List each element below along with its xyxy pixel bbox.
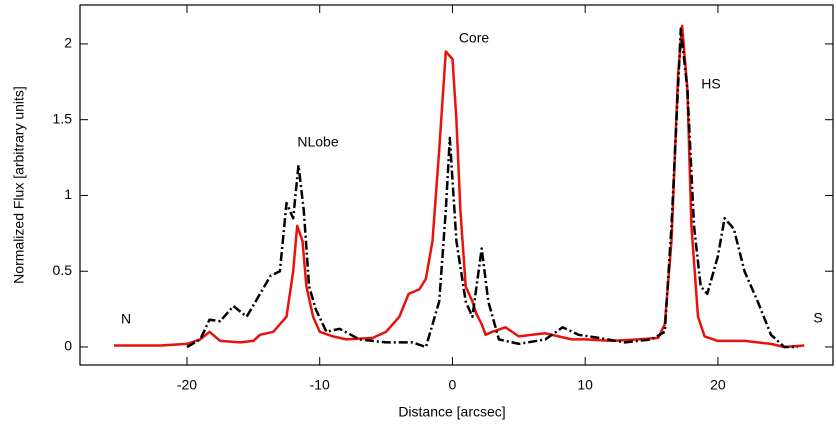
x-tick-label: 20 [710,377,726,393]
annotation: NLobe [297,134,338,150]
y-axis-label: Normalized Flux [arbitrary units] [11,86,27,284]
x-tick-label: 0 [449,377,457,393]
annotation: N [121,311,131,327]
annotation: S [813,310,822,326]
y-tick-label: 0 [64,338,72,354]
y-tick-label: 2 [64,35,72,51]
annotation: HS [701,76,720,92]
x-axis-label: Distance [arcsec] [398,404,505,420]
x-tick-label: -20 [177,377,197,393]
annotation: Core [459,30,490,46]
line-series [186,27,798,349]
y-tick-label: 1.5 [53,110,73,126]
x-tick-label: 10 [577,377,593,393]
y-tick-label: 0.5 [53,262,73,278]
y-tick-label: 1 [64,186,72,202]
plot-frame [79,4,834,366]
x-tick-label: -10 [310,377,330,393]
line-series [114,24,805,349]
